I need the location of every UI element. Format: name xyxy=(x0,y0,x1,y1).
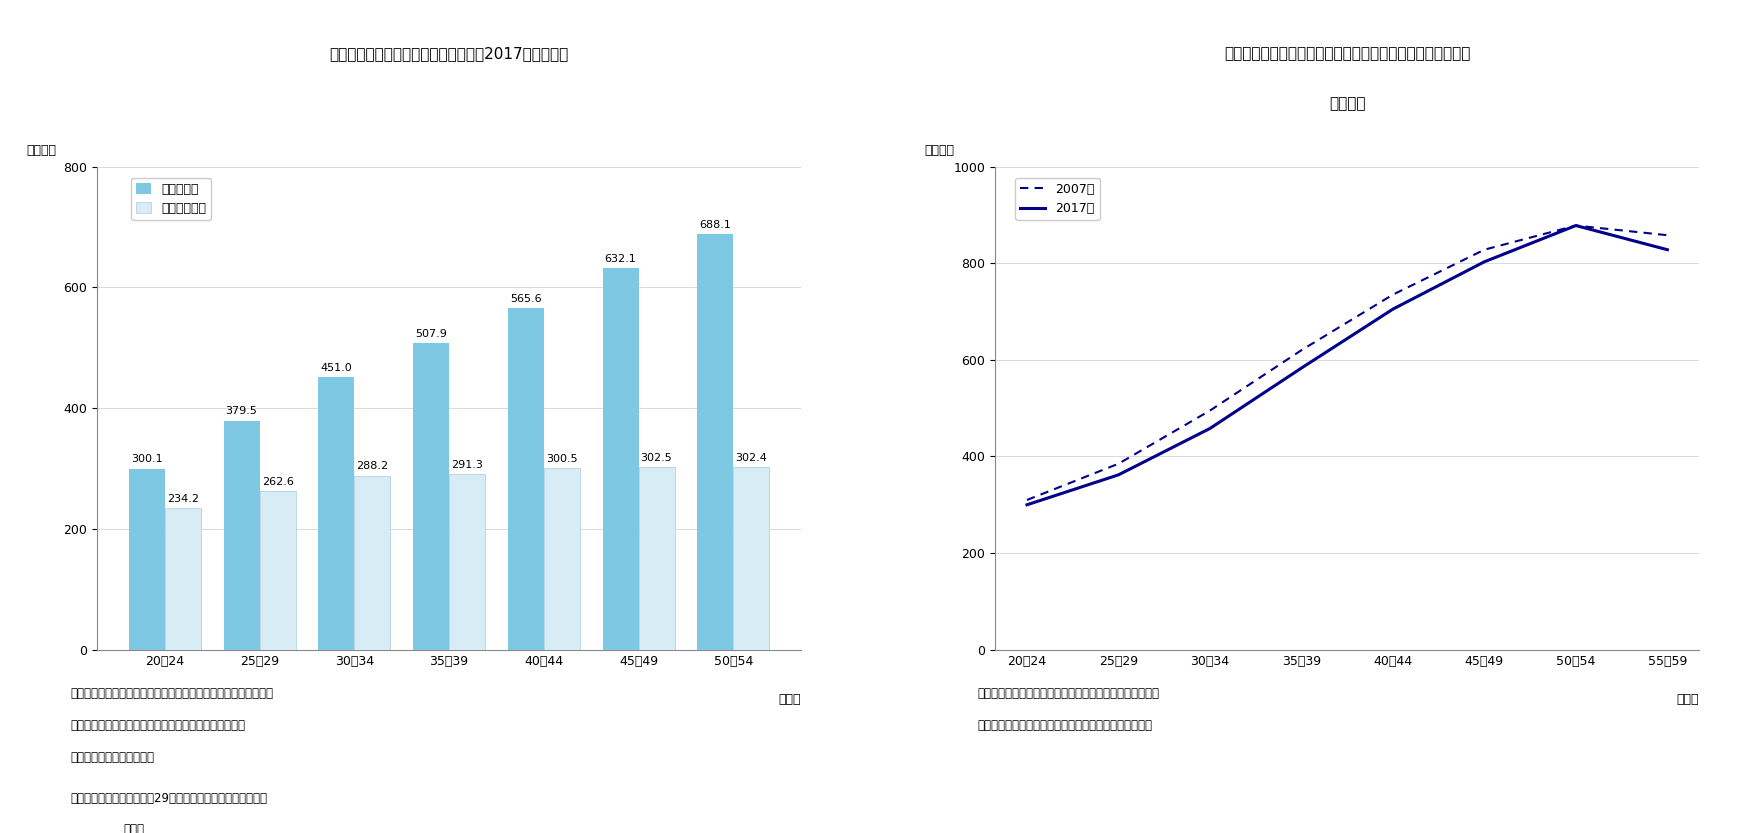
2017年 xyxy=(1474,257,1495,267)
2017年 xyxy=(1291,363,1312,373)
2017年 xyxy=(1566,221,1587,231)
2017年 xyxy=(1657,245,1678,255)
Text: 565.6: 565.6 xyxy=(511,294,542,304)
Text: 図表４　雇用形態別に見た平均年収（2017年、男性）: 図表４ 雇用形態別に見た平均年収（2017年、男性） xyxy=(329,47,569,62)
Line: 2007年: 2007年 xyxy=(1027,226,1668,500)
Legend: 2007年, 2017年: 2007年, 2017年 xyxy=(1016,177,1099,220)
Text: 302.5: 302.5 xyxy=(641,453,673,463)
2017年 xyxy=(1016,500,1037,510)
2007年 xyxy=(1199,406,1220,416)
Bar xyxy=(224,421,259,650)
2017年 xyxy=(1382,304,1404,314)
Bar xyxy=(697,234,733,650)
2007年 xyxy=(1382,290,1404,300)
Text: 291.3: 291.3 xyxy=(451,460,483,470)
Bar xyxy=(166,508,201,650)
Text: （歳）: （歳） xyxy=(1676,693,1699,706)
Bar xyxy=(602,268,639,650)
2007年 xyxy=(1291,345,1312,355)
Text: 302.4: 302.4 xyxy=(736,453,768,463)
Text: 262.6: 262.6 xyxy=(262,477,294,487)
Bar xyxy=(414,343,449,650)
Text: 379.5: 379.5 xyxy=(225,407,257,416)
Line: 2017年: 2017年 xyxy=(1027,226,1668,505)
Text: （注）正規雇用者は「正社員・正職員計」、非正規雇用者は「正: （注）正規雇用者は「正社員・正職員計」、非正規雇用者は「正 xyxy=(70,687,273,701)
Bar xyxy=(354,476,391,650)
Bar xyxy=(507,308,544,650)
Text: 288.2: 288.2 xyxy=(356,461,389,471)
2017年 xyxy=(1108,470,1129,480)
Bar xyxy=(544,468,579,650)
Text: （男性）: （男性） xyxy=(1330,97,1365,112)
Text: 234.2: 234.2 xyxy=(167,494,199,504)
Text: 他特別給与額から推計。: 他特別給与額から推計。 xyxy=(70,751,155,764)
Bar xyxy=(129,468,166,650)
Text: 632.1: 632.1 xyxy=(604,254,636,264)
2007年 xyxy=(1016,495,1037,505)
2007年 xyxy=(1108,459,1129,469)
Text: （歳）: （歳） xyxy=(778,693,801,706)
Text: （注）所定内給与額と年間賞与その他特別給与額から推計: （注）所定内給与額と年間賞与その他特別給与額から推計 xyxy=(977,687,1159,701)
Legend: 正規雇用者, 非正規雇用者: 正規雇用者, 非正規雇用者 xyxy=(132,177,211,220)
Text: 社員・正職員以外計」の所定内給与額と年間賞与その: 社員・正職員以外計」の所定内給与額と年間賞与その xyxy=(70,719,245,732)
Text: （資料）厚生労働省「平成29年賃金構造基本統計調査」より: （資料）厚生労働省「平成29年賃金構造基本統計調査」より xyxy=(70,791,268,805)
2007年 xyxy=(1474,245,1495,255)
Text: 300.1: 300.1 xyxy=(130,454,162,464)
Text: （万円）: （万円） xyxy=(26,144,56,157)
Text: 300.5: 300.5 xyxy=(546,454,578,464)
2007年 xyxy=(1566,221,1587,231)
Text: 451.0: 451.0 xyxy=(321,363,352,373)
Bar xyxy=(733,467,770,650)
Bar xyxy=(259,491,296,650)
Text: 507.9: 507.9 xyxy=(416,329,447,339)
Bar xyxy=(639,467,674,650)
2017年 xyxy=(1199,423,1220,433)
Bar xyxy=(319,377,354,650)
Text: （万円）: （万円） xyxy=(925,144,954,157)
2007年 xyxy=(1657,230,1678,240)
Text: り作成: り作成 xyxy=(123,823,144,833)
Text: （賃料）厚生労働省「賃金構造基本統計調査」より作成: （賃料）厚生労働省「賃金構造基本統計調査」より作成 xyxy=(977,719,1152,732)
Bar xyxy=(449,474,484,650)
Text: 図表５　大学卵・大学院卵の正規雇用者の賃金カーブの変化: 図表５ 大学卵・大学院卵の正規雇用者の賃金カーブの変化 xyxy=(1224,47,1470,62)
Text: 688.1: 688.1 xyxy=(699,220,731,230)
